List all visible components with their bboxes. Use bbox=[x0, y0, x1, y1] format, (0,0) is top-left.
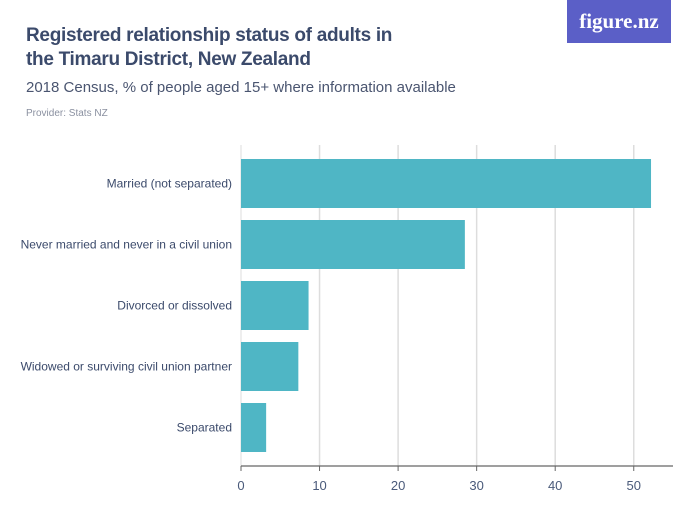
bar bbox=[241, 159, 652, 208]
category-label: Divorced or dissolved bbox=[117, 299, 232, 313]
chart-subtitle: 2018 Census, % of people aged 15+ where … bbox=[26, 79, 456, 96]
category-label: Never married and never in a civil union bbox=[21, 238, 232, 252]
bar bbox=[241, 281, 309, 330]
provider-label: Provider: Stats NZ bbox=[26, 108, 108, 119]
category-label: Widowed or surviving civil union partner bbox=[21, 360, 232, 374]
tick-label: 0 bbox=[237, 478, 244, 493]
category-label: Separated bbox=[177, 421, 232, 435]
tick-label: 30 bbox=[469, 478, 483, 493]
bar bbox=[241, 342, 299, 391]
tick-label: 20 bbox=[391, 478, 405, 493]
tick-label: 50 bbox=[627, 478, 641, 493]
category-label: Married (not separated) bbox=[107, 177, 232, 191]
figure-nz-logo[interactable]: figure.nz bbox=[567, 0, 671, 43]
tick-label: 40 bbox=[548, 478, 562, 493]
bar bbox=[241, 403, 267, 452]
chart-title: Registered relationship status of adults… bbox=[26, 25, 393, 70]
bar bbox=[241, 220, 465, 269]
tick-label: 10 bbox=[312, 478, 326, 493]
